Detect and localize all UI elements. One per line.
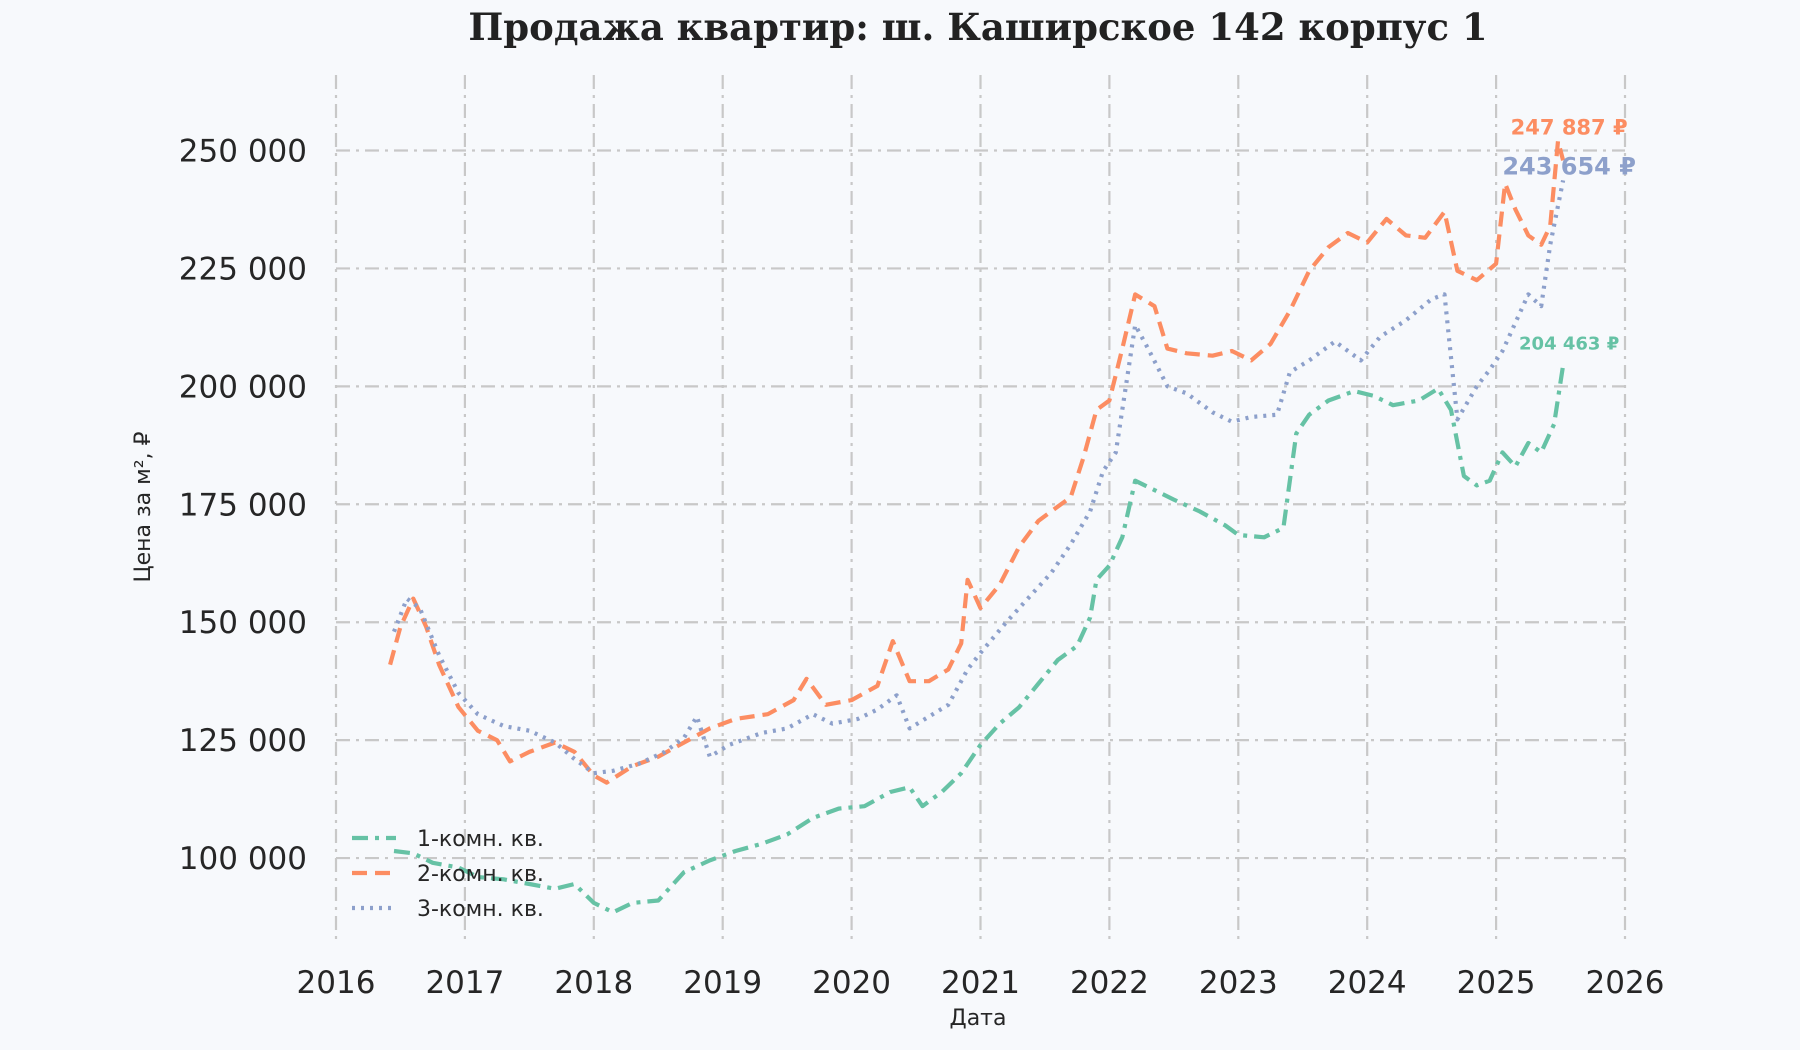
legend-label-3: 3-комн. кв. — [417, 897, 544, 922]
grid-layer — [334, 75, 1627, 943]
x-tick-label: 2026 — [1586, 965, 1665, 1001]
y-tick-label: 225 000 — [179, 251, 307, 287]
y-tick-label: 100 000 — [179, 841, 307, 877]
chart-title: Продажа квартир: ш. Каширское 142 корпус… — [468, 5, 1487, 49]
y-tick-label: 200 000 — [179, 369, 307, 405]
x-tick-label: 2019 — [683, 965, 762, 1001]
x-tick-label: 2021 — [941, 965, 1020, 1001]
y-axis-label: Цена за м², ₽ — [131, 431, 156, 582]
end-labels-layer: 204 463 ₽ 247 887 ₽ 243 654 ₽ — [1502, 115, 1636, 354]
x-tick-label: 2017 — [425, 965, 504, 1001]
x-tick-label: 2025 — [1457, 965, 1536, 1001]
y-tick-label: 250 000 — [179, 133, 307, 169]
x-tick-label: 2018 — [554, 965, 633, 1001]
series-line-2 — [388, 138, 1566, 785]
ticks-layer: 2016 2017 2018 2019 2020 2021 2022 2023 2024 2025… — [179, 133, 1665, 1001]
legend-label-2: 2-комн. кв. — [417, 862, 544, 887]
x-tick-label: 2016 — [297, 965, 376, 1001]
x-tick-label: 2024 — [1328, 965, 1407, 1001]
end-value-label-1: 204 463 ₽ — [1519, 333, 1619, 354]
y-tick-label: 150 000 — [179, 605, 307, 641]
x-tick-label: 2022 — [1070, 965, 1149, 1001]
series-layer — [388, 138, 1566, 915]
x-tick-label: 2020 — [812, 965, 891, 1001]
y-tick-label: 125 000 — [179, 723, 307, 759]
x-tick-label: 2023 — [1199, 965, 1278, 1001]
legend: 1-комн. кв. 2-комн. кв. 3-комн. кв. — [352, 827, 544, 922]
end-value-label-2: 247 887 ₽ — [1511, 115, 1628, 139]
end-value-label-3: 243 654 ₽ — [1502, 152, 1636, 180]
series-line-1 — [393, 364, 1566, 915]
y-tick-label: 175 000 — [179, 487, 307, 523]
x-axis-label: Дата — [950, 1006, 1007, 1031]
legend-label-1: 1-комн. кв. — [417, 827, 544, 852]
